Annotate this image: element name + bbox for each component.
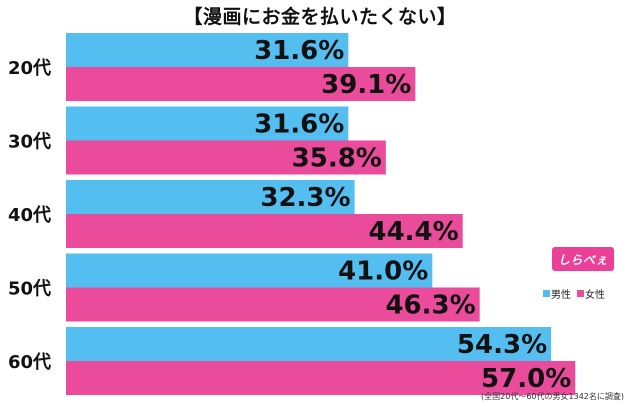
- bar-female-0: [66, 67, 416, 101]
- bar-value-label-male-2: 32.3%: [260, 183, 350, 213]
- bar-value-label-female-2: 44.4%: [368, 217, 458, 247]
- chart-title: 【漫画にお金を払いたくない】: [183, 6, 457, 28]
- category-label-3: 50代: [8, 279, 51, 300]
- legend-swatch-male: [543, 290, 550, 297]
- bar-male-2: [66, 180, 355, 214]
- bar-value-label-male-0: 31.6%: [254, 36, 344, 66]
- bar-male-3: [66, 253, 433, 288]
- brand-logo: しらべぇ: [557, 252, 608, 267]
- legend-label-female: 女性: [585, 290, 605, 301]
- bar-value-label-male-4: 54.3%: [457, 330, 547, 360]
- legend-item-female: 女性: [577, 286, 605, 301]
- bar-female-1: [66, 140, 386, 175]
- survey-footnote: (全国20代〜60代の男女1342名に調査): [481, 392, 624, 401]
- bar-value-label-female-0: 39.1%: [321, 70, 411, 100]
- category-label-4: 60代: [8, 352, 51, 373]
- legend-swatch-female: [577, 290, 584, 297]
- legend-label-male: 男性: [551, 290, 571, 301]
- bar-male-1: [66, 106, 349, 141]
- brand-logo-badge: しらべぇ: [552, 247, 614, 271]
- legend-item-male: 男性: [543, 286, 571, 301]
- bar-value-label-male-3: 41.0%: [338, 257, 428, 287]
- bar-value-label-female-3: 46.3%: [385, 291, 475, 321]
- bar-female-2: [66, 214, 463, 248]
- category-label-2: 40代: [8, 205, 51, 226]
- category-label-0: 20代: [8, 58, 51, 79]
- bar-female-3: [66, 287, 480, 322]
- bar-value-label-female-1: 35.8%: [292, 144, 382, 174]
- bar-value-label-female-4: 57.0%: [481, 364, 571, 394]
- bar-female-4: [66, 361, 576, 395]
- legend: 男性 女性: [543, 286, 605, 301]
- bar-value-label-male-1: 31.6%: [254, 110, 344, 140]
- bar-male-0: [66, 33, 349, 67]
- category-label-1: 30代: [8, 132, 51, 153]
- bar-male-4: [66, 327, 552, 361]
